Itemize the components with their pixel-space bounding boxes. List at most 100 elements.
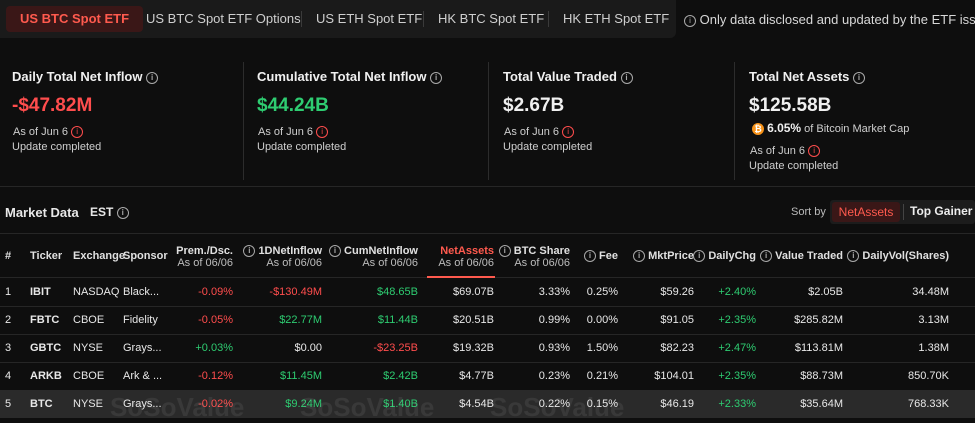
- row-border: [0, 362, 975, 363]
- column-name: DailyChg: [708, 250, 756, 262]
- table-cell: +2.35%: [718, 370, 756, 382]
- tab[interactable]: US ETH Spot ETF: [316, 11, 423, 26]
- table-cell: $113.81M: [794, 342, 843, 354]
- table-cell: Ark & ...: [123, 370, 163, 382]
- table-cell: $285.82M: [794, 314, 843, 326]
- row-highlight: [0, 390, 975, 418]
- table-cell: $104.01: [654, 370, 694, 382]
- tab[interactable]: HK ETH Spot ETF: [563, 11, 670, 26]
- column-header[interactable]: i DailyVol(Shares): [847, 250, 949, 263]
- column-header[interactable]: #: [5, 250, 11, 262]
- card-value: $125.58B: [749, 95, 832, 116]
- watermark: SoSoValue: [490, 392, 625, 422]
- table-cell: $4.54B: [459, 398, 494, 410]
- column-header[interactable]: i BTC Share As of 06/06: [498, 245, 570, 269]
- table-cell: ARKB: [30, 370, 62, 382]
- table-cell: -$130.49M: [269, 286, 322, 298]
- market-cap-share: ₿ 6.05% of Bitcoin Market Cap: [752, 121, 910, 136]
- column-header-line: i DailyVol(Shares): [847, 250, 949, 263]
- info-icon: i: [146, 71, 159, 84]
- column-header[interactable]: NetAssets As of 06/06: [438, 245, 494, 269]
- column-header[interactable]: i Value Traded: [760, 250, 843, 263]
- table-cell: 768.33K: [908, 398, 949, 410]
- table-cell: 2: [5, 314, 12, 326]
- table-cell: 34.48M: [912, 286, 949, 298]
- sort-underline: [427, 276, 495, 278]
- info-icon: i: [760, 250, 773, 263]
- table-cell: NASDAQ: [73, 286, 120, 298]
- info-icon: i: [684, 14, 696, 27]
- column-header-line: i DailyChg: [693, 250, 756, 263]
- column-header[interactable]: Prem./Dsc. As of 06/06: [176, 245, 233, 269]
- info-icon: i: [498, 245, 511, 258]
- tab[interactable]: HK BTC Spot ETF: [438, 11, 545, 26]
- card-label: Daily Total Net Inflow i: [12, 69, 159, 84]
- column-header[interactable]: i 1DNetInflow As of 06/06: [243, 245, 322, 269]
- tab[interactable]: US BTC Spot ETF Options: [146, 11, 301, 26]
- tab-separator: [548, 11, 549, 27]
- tab[interactable]: US BTC Spot ETF: [6, 6, 144, 32]
- as-of-text: As of Jun 6: [13, 126, 69, 138]
- table-cell: $22.77M: [279, 314, 322, 326]
- column-name: DailyVol(Shares): [862, 250, 949, 262]
- table-cell: +0.03%: [195, 342, 233, 354]
- table-cell: NYSE: [73, 398, 103, 410]
- watermark: SoSoValue: [110, 392, 245, 422]
- table-cell: $11.45M: [280, 370, 322, 382]
- info-icon: i: [693, 250, 706, 263]
- table-cell: 4: [5, 370, 12, 382]
- column-name: NetAssets: [440, 245, 494, 257]
- table-cell: +2.33%: [718, 398, 756, 410]
- tab-separator: [301, 11, 302, 27]
- column-header[interactable]: Exchange: [73, 250, 125, 262]
- sort-separator: [903, 204, 904, 220]
- column-header-line: #: [5, 250, 11, 262]
- table-cell: $48.65B: [377, 286, 418, 298]
- column-header[interactable]: Ticker: [30, 250, 62, 262]
- table-cell: $88.73M: [800, 370, 843, 382]
- column-header-line: i CumNetInflow: [328, 245, 418, 258]
- table-cell: Black...: [123, 286, 160, 298]
- table-cell: CBOE: [73, 370, 105, 382]
- table-cell: $82.23: [660, 342, 694, 354]
- table-cell: FBTC: [30, 314, 60, 326]
- column-name: Exchange: [73, 250, 125, 262]
- card-separator: [734, 62, 735, 180]
- watermark: SoSoValue: [300, 392, 435, 422]
- column-header[interactable]: i DailyChg: [693, 250, 756, 263]
- column-name: Fee: [599, 250, 618, 262]
- column-sub: As of 06/06: [362, 257, 418, 270]
- column-header-line: NetAssets: [438, 245, 494, 257]
- table-cell: $69.07B: [453, 286, 494, 298]
- column-header[interactable]: i MktPrice: [633, 250, 694, 263]
- column-header-line: i Fee: [583, 250, 618, 263]
- card-label: Total Net Assets i: [749, 69, 866, 84]
- table-cell: +2.35%: [718, 314, 756, 326]
- card-label: Total Value Traded i: [503, 69, 633, 84]
- column-header[interactable]: Sponsor: [123, 250, 168, 262]
- update-status: Update completed: [12, 141, 102, 153]
- column-header[interactable]: i Fee: [583, 250, 618, 263]
- divider: [0, 186, 975, 187]
- update-status: Update completed: [503, 141, 593, 153]
- column-name: BTC Share: [513, 245, 570, 257]
- table-cell: 0.25%: [586, 286, 618, 298]
- table-cell: Fidelity: [123, 314, 158, 326]
- table-cell: 0.21%: [586, 370, 618, 382]
- column-header-line: Prem./Dsc.: [176, 245, 233, 257]
- column-name: 1DNetInflow: [258, 245, 322, 257]
- table-cell: $19.32B: [453, 342, 494, 354]
- sort-option[interactable]: Top Gainer: [910, 204, 973, 218]
- update-status: Update completed: [749, 160, 839, 172]
- sort-option[interactable]: NetAssets: [832, 202, 900, 222]
- share-value: 6.05%: [767, 121, 802, 135]
- table-cell: 0.99%: [538, 314, 570, 326]
- card-separator: [243, 62, 244, 180]
- table-cell: $0.00: [294, 342, 322, 354]
- timezone[interactable]: EST i: [90, 205, 129, 219]
- column-header[interactable]: i CumNetInflow As of 06/06: [328, 245, 418, 270]
- table-cell: GBTC: [30, 342, 62, 354]
- share-text: of Bitcoin Market Cap: [804, 123, 910, 135]
- column-name: MktPrice: [648, 250, 694, 262]
- table-cell: $20.51B: [453, 314, 494, 326]
